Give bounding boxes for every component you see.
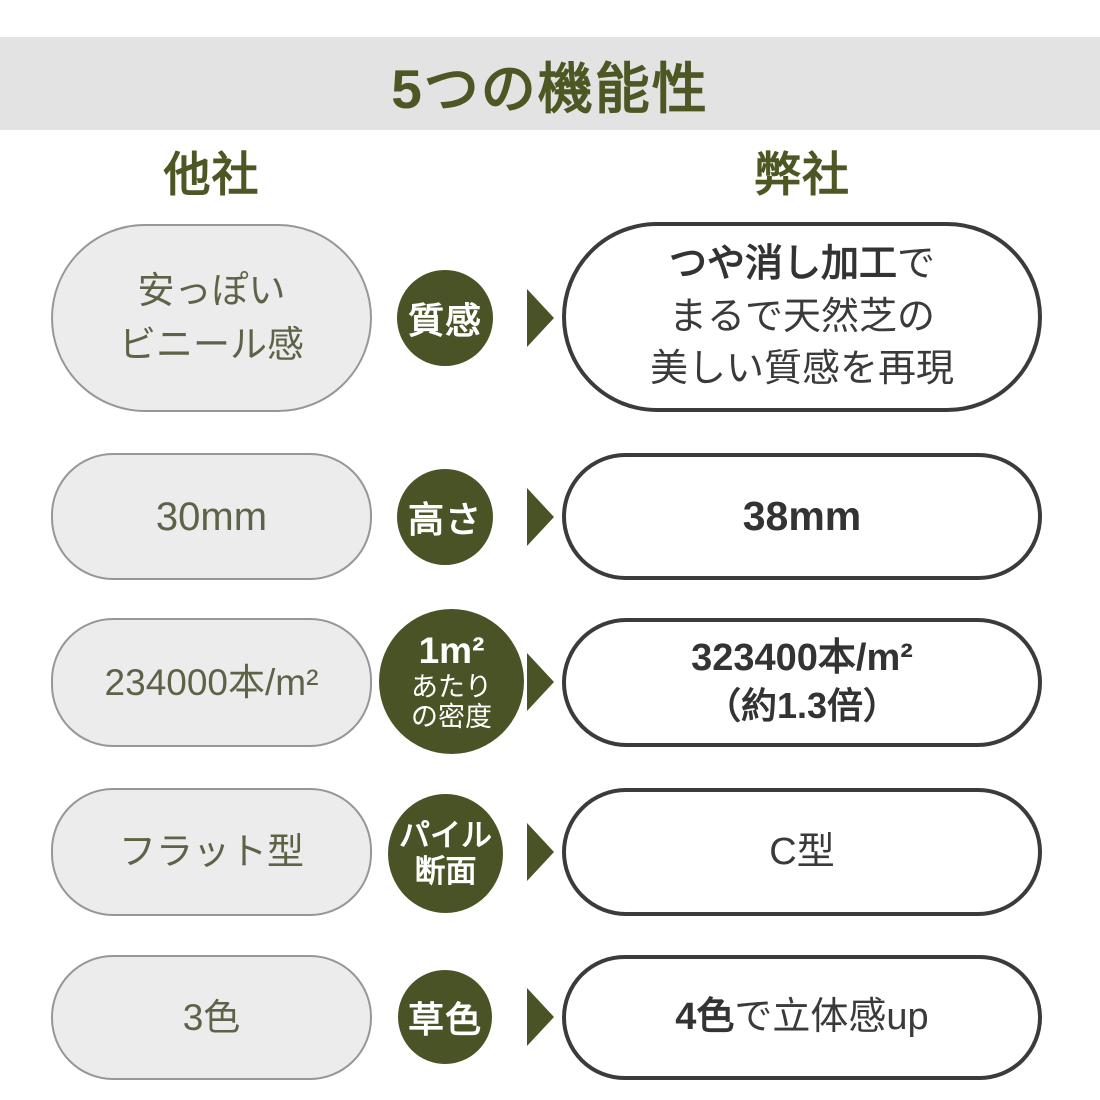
competitor-pill-texture: 安っぽい ビニール感 — [51, 224, 372, 412]
competitor-text: 30mm — [155, 494, 268, 539]
arrow-right-icon — [527, 823, 554, 881]
ours-pill-texture: つや消し加工で まるで天然芝の 美しい質感を再現 — [562, 222, 1042, 412]
ours-text: 38mm — [742, 493, 862, 540]
competitor-text: 3色 — [182, 996, 241, 1038]
competitor-pill-density: 234000本/m² — [51, 618, 372, 747]
arrow-right-icon — [527, 653, 554, 711]
page-title: 5つの機能性 — [391, 57, 709, 120]
ours-text: C型 — [769, 830, 835, 873]
feature-badge-pile-shape: パイル 断面 — [388, 794, 503, 913]
arrow-right-icon — [527, 988, 554, 1046]
ours-text: 323400本/m² （約1.3倍） — [691, 637, 913, 726]
feature-badge-density: 1m² あたり の密度 — [379, 609, 524, 754]
ours-pill-pile-shape: C型 — [562, 788, 1042, 916]
ours-pill-density: 323400本/m² （約1.3倍） — [562, 618, 1042, 747]
arrow-right-icon — [527, 289, 554, 347]
competitor-pill-pile-shape: フラット型 — [51, 788, 372, 916]
feature-badge-height: 高さ — [397, 469, 493, 565]
ours-pill-colors: 4色で立体感up — [562, 955, 1042, 1080]
ours-pill-height: 38mm — [562, 453, 1042, 580]
ours-text: 4色で立体感up — [675, 996, 929, 1039]
competitor-pill-height: 30mm — [51, 453, 372, 580]
feature-badge-colors: 草色 — [398, 970, 492, 1064]
feature-badge-texture: 質感 — [397, 270, 493, 366]
arrow-right-icon — [527, 488, 554, 546]
column-header-competitor: 他社 — [163, 147, 260, 201]
competitor-text: 安っぽい ビニール感 — [119, 270, 304, 365]
competitor-pill-colors: 3色 — [51, 955, 372, 1080]
title-banner: 5つの機能性 — [0, 37, 1100, 130]
competitor-text: フラット型 — [119, 831, 304, 873]
ours-text: つや消し加工で まるで天然芝の 美しい質感を再現 — [649, 243, 954, 391]
competitor-text: 234000本/m² — [104, 661, 319, 703]
column-header-ours: 弊社 — [754, 147, 850, 201]
